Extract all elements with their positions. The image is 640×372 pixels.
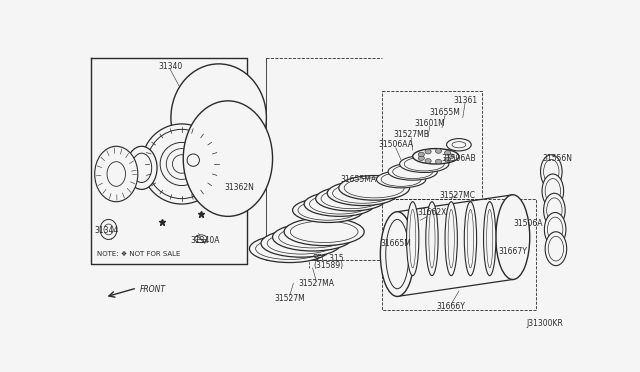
Ellipse shape — [419, 152, 424, 157]
Ellipse shape — [445, 157, 451, 162]
Ellipse shape — [435, 159, 442, 164]
Ellipse shape — [187, 154, 200, 166]
Ellipse shape — [445, 151, 451, 155]
Ellipse shape — [543, 159, 559, 184]
Ellipse shape — [448, 209, 454, 268]
Ellipse shape — [132, 153, 152, 183]
Text: 31340: 31340 — [158, 62, 182, 71]
Text: 31340A: 31340A — [190, 237, 220, 246]
Ellipse shape — [273, 223, 353, 251]
Ellipse shape — [321, 189, 381, 209]
Ellipse shape — [399, 155, 449, 173]
Ellipse shape — [425, 158, 431, 163]
Ellipse shape — [413, 148, 459, 164]
Text: 31344: 31344 — [94, 227, 118, 235]
Ellipse shape — [496, 195, 530, 279]
Ellipse shape — [542, 174, 564, 208]
Ellipse shape — [284, 218, 364, 246]
Ellipse shape — [279, 226, 346, 248]
Ellipse shape — [298, 200, 358, 220]
Ellipse shape — [344, 178, 404, 198]
Text: 31506AB: 31506AB — [442, 154, 476, 163]
Ellipse shape — [445, 202, 458, 276]
Ellipse shape — [388, 163, 437, 180]
Ellipse shape — [141, 124, 221, 204]
Text: NOTE: ❖ NOT FOR SALE: NOTE: ❖ NOT FOR SALE — [97, 251, 180, 257]
Text: 31362N: 31362N — [225, 183, 254, 192]
Ellipse shape — [380, 212, 414, 296]
Text: 31666Y: 31666Y — [436, 302, 466, 311]
Ellipse shape — [448, 154, 454, 158]
Ellipse shape — [304, 192, 375, 217]
Ellipse shape — [291, 221, 358, 243]
Ellipse shape — [548, 236, 564, 261]
Ellipse shape — [376, 171, 426, 188]
Ellipse shape — [464, 202, 477, 276]
Text: 31506A: 31506A — [513, 219, 543, 228]
Ellipse shape — [486, 209, 493, 268]
Ellipse shape — [95, 146, 138, 202]
Text: 31527MA: 31527MA — [298, 279, 335, 288]
Ellipse shape — [547, 198, 562, 222]
Ellipse shape — [339, 176, 410, 200]
Text: 31667Y: 31667Y — [499, 247, 527, 256]
Text: 31601M: 31601M — [414, 119, 445, 128]
Text: 31662X: 31662X — [417, 208, 447, 217]
Ellipse shape — [261, 230, 341, 257]
Ellipse shape — [160, 142, 204, 186]
Ellipse shape — [404, 157, 444, 171]
Text: (31589): (31589) — [313, 261, 343, 270]
Ellipse shape — [406, 202, 419, 276]
Ellipse shape — [327, 181, 398, 206]
Text: 31506AA: 31506AA — [378, 140, 413, 149]
Ellipse shape — [429, 209, 435, 268]
Text: SEC.315: SEC.315 — [312, 254, 344, 263]
Ellipse shape — [543, 193, 565, 227]
Ellipse shape — [171, 64, 266, 172]
Ellipse shape — [310, 194, 369, 214]
Ellipse shape — [484, 202, 496, 276]
Text: 31655MA: 31655MA — [340, 175, 377, 184]
Ellipse shape — [100, 219, 117, 240]
Ellipse shape — [541, 155, 562, 189]
Ellipse shape — [104, 224, 113, 235]
Ellipse shape — [107, 162, 125, 186]
Ellipse shape — [333, 183, 393, 203]
Ellipse shape — [547, 217, 563, 242]
Text: 31527MC: 31527MC — [440, 191, 476, 200]
Text: 31527M: 31527M — [274, 294, 305, 303]
Ellipse shape — [126, 146, 157, 189]
Ellipse shape — [166, 148, 197, 179]
Text: 31556N: 31556N — [543, 154, 572, 163]
Ellipse shape — [545, 212, 566, 246]
Text: 31361: 31361 — [453, 96, 477, 105]
Ellipse shape — [267, 232, 335, 254]
Ellipse shape — [410, 209, 416, 268]
Polygon shape — [91, 58, 247, 264]
Ellipse shape — [447, 139, 471, 151]
Ellipse shape — [393, 165, 433, 179]
Ellipse shape — [452, 142, 466, 148]
Ellipse shape — [435, 149, 442, 153]
Ellipse shape — [292, 198, 364, 222]
Ellipse shape — [147, 129, 216, 199]
Ellipse shape — [183, 101, 273, 217]
Ellipse shape — [250, 235, 330, 263]
Text: 31655M: 31655M — [429, 108, 460, 117]
Ellipse shape — [545, 232, 566, 266]
Ellipse shape — [386, 219, 409, 289]
Ellipse shape — [172, 155, 191, 173]
Ellipse shape — [381, 173, 421, 186]
Ellipse shape — [316, 186, 387, 211]
Ellipse shape — [545, 179, 561, 203]
Text: 31527MB: 31527MB — [393, 130, 429, 139]
Ellipse shape — [255, 238, 323, 260]
Ellipse shape — [467, 209, 474, 268]
Ellipse shape — [426, 202, 438, 276]
Text: 31665M: 31665M — [380, 239, 411, 248]
Ellipse shape — [425, 149, 431, 154]
Text: J31300KR: J31300KR — [526, 319, 563, 328]
Ellipse shape — [419, 156, 424, 160]
Text: FRONT: FRONT — [140, 285, 165, 294]
